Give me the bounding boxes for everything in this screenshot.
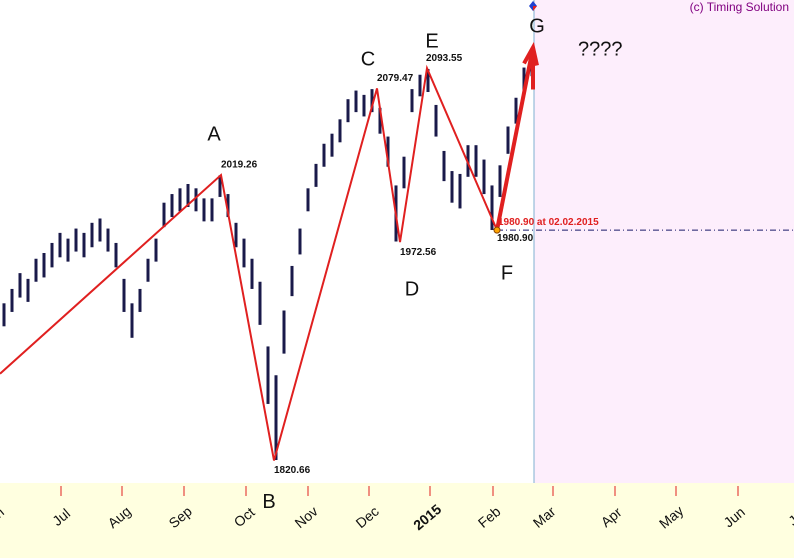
wave-label: E — [425, 30, 438, 52]
price-label: 1820.66 — [274, 465, 311, 476]
price-label: 1972.56 — [400, 247, 437, 258]
forecast-zone — [534, 0, 794, 483]
wave-label: B — [262, 491, 275, 513]
today-marker-half — [533, 6, 537, 11]
question-marks: ???? — [578, 38, 623, 60]
wave-label: D — [405, 278, 419, 300]
wave-label: A — [207, 123, 221, 145]
x-tick-label: Jul — [785, 505, 794, 529]
x-axis-band — [0, 483, 794, 558]
price-label: 1980.90 — [497, 233, 534, 244]
pivot-dot — [493, 226, 501, 234]
price-label: 2019.26 — [221, 160, 258, 171]
wave-label: C — [361, 49, 375, 71]
arrow-head — [522, 41, 539, 90]
zigzag-line — [0, 64, 498, 461]
zigzag-arrow — [495, 47, 535, 231]
price-label: 2079.47 — [377, 73, 414, 84]
x-tick-label: Jun — [0, 504, 7, 531]
price-label: 2093.55 — [426, 53, 463, 64]
level-label: 1980.90 at 02.02.2015 — [498, 217, 599, 228]
watermark: (c) Timing Solution — [690, 0, 789, 14]
wave-label: G — [529, 16, 545, 38]
wave-label: F — [501, 262, 513, 284]
